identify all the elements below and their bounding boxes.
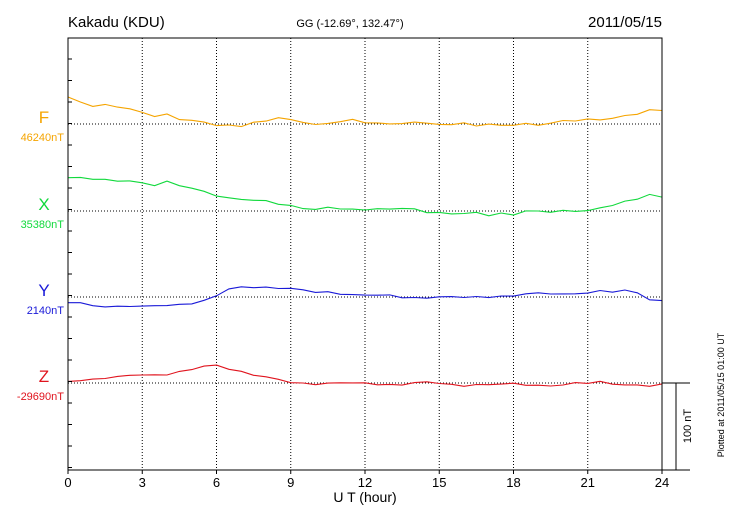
- x-tick-label: 12: [358, 475, 372, 490]
- x-axis-label: U T (hour): [333, 489, 396, 505]
- component-label: Y: [38, 281, 49, 300]
- x-tick-label: 0: [64, 475, 71, 490]
- trace-x: [67, 176, 663, 217]
- trace-y: [68, 286, 663, 308]
- component-label: Z: [39, 367, 49, 386]
- component-labels: F 46240nT X 35380nT Y 2140nT Z -29690nT: [17, 108, 64, 403]
- plotted-timestamp: Plotted at 2011/05/15 01:00 UT: [716, 332, 726, 457]
- trace-z: [67, 364, 663, 387]
- x-tick-label: 15: [432, 475, 446, 490]
- scale-bar: 100 nT: [662, 382, 694, 471]
- component-label: X: [38, 195, 49, 214]
- baseline-value: 2140nT: [27, 305, 65, 317]
- x-tick-label: 3: [139, 475, 146, 490]
- trace-f: [67, 96, 663, 128]
- station-title: Kakadu (KDU): [68, 14, 165, 31]
- x-tick-label: 21: [581, 475, 595, 490]
- x-tick-label: 18: [506, 475, 520, 490]
- x-axis-ticks: 0 3 6 9 12 15 18 21 24: [64, 58, 669, 490]
- x-tick-label: 6: [213, 475, 220, 490]
- scale-bar-label: 100 nT: [682, 409, 694, 444]
- x-tick-label: 9: [287, 475, 294, 490]
- grid-lines: [68, 38, 662, 470]
- traces-group: [67, 96, 663, 387]
- baseline-value: 35380nT: [21, 219, 65, 231]
- component-label: F: [39, 108, 49, 127]
- station-coordinates: GG (-12.69°, 132.47°): [296, 18, 403, 30]
- baseline-value: -29690nT: [17, 391, 64, 403]
- x-tick-label: 24: [655, 475, 669, 490]
- baseline-value: 46240nT: [21, 132, 65, 144]
- plot-date: 2011/05/15: [588, 14, 662, 31]
